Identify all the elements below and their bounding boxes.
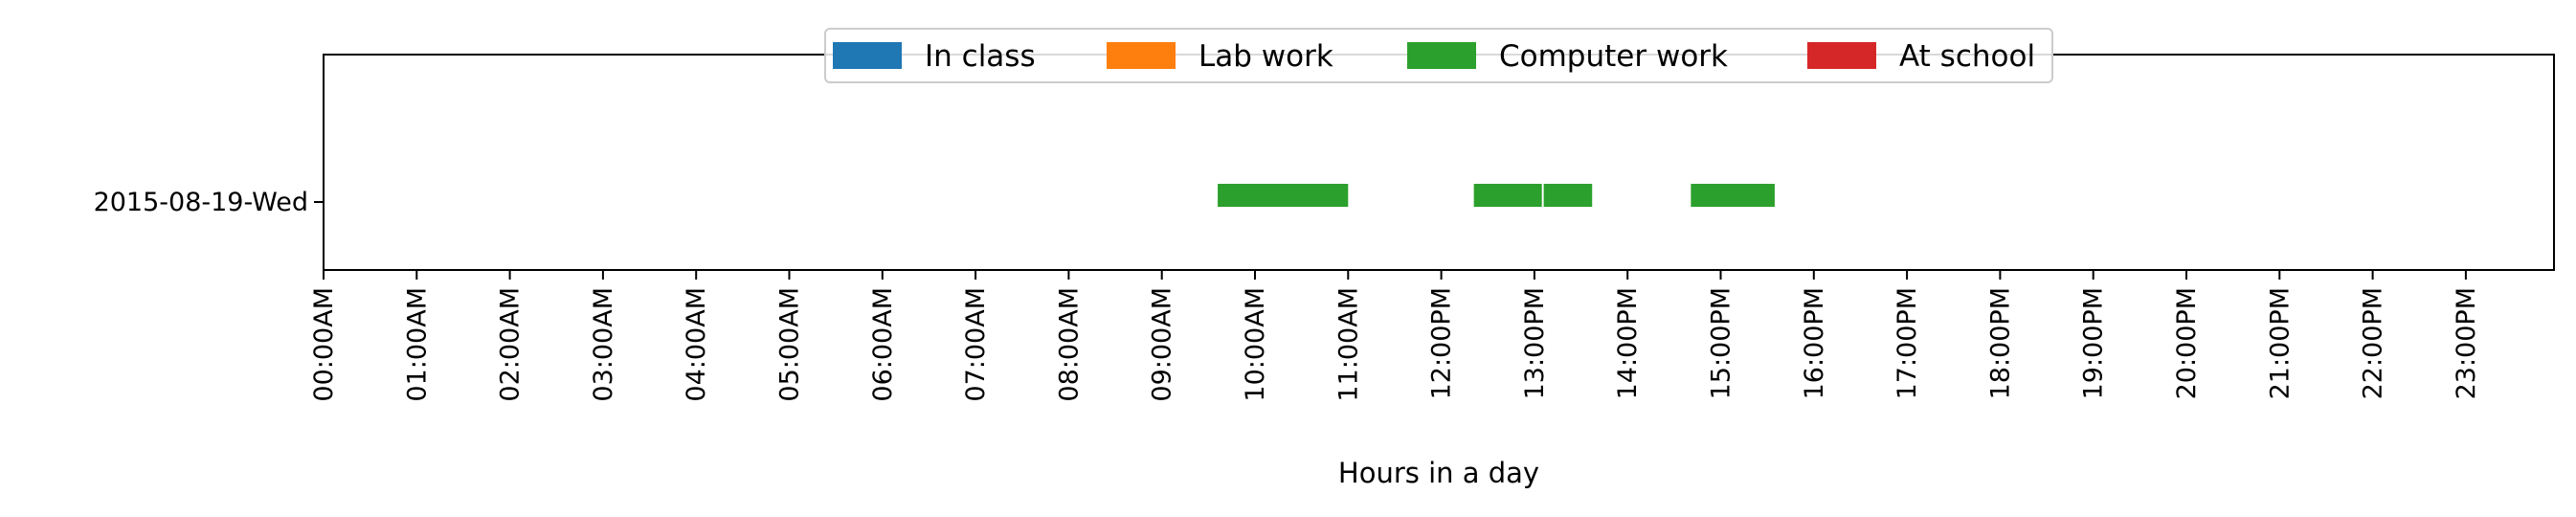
x-tick-label: 03:00AM — [589, 287, 618, 402]
x-tick-label: 17:00PM — [1893, 287, 1922, 399]
x-tick-label: 13:00PM — [1520, 287, 1550, 399]
x-tick-label: 14:00PM — [1613, 287, 1643, 399]
timeline-bar — [1218, 184, 1349, 207]
x-tick-label: 22:00PM — [2359, 287, 2388, 399]
timeline-bar — [1473, 184, 1542, 207]
x-tick-label: 19:00PM — [2079, 287, 2109, 399]
timeline-bar — [1543, 184, 1593, 207]
legend-swatch — [1107, 42, 1176, 69]
x-tick-label: 15:00PM — [1707, 287, 1736, 399]
x-axis: 00:00AM 01:00AM 02:00AM 03:00AM 04:00AM 05:00… — [309, 270, 2481, 402]
timeline-bar — [1691, 184, 1775, 207]
legend-label: Lab work — [1198, 39, 1333, 74]
x-tick-label: 12:00PM — [1427, 287, 1457, 399]
x-tick-label: 10:00AM — [1241, 287, 1270, 402]
x-tick-label: 11:00AM — [1333, 287, 1363, 402]
x-tick-label: 21:00PM — [2265, 287, 2295, 399]
legend-label: In class — [925, 39, 1036, 74]
x-tick-label: 07:00AM — [961, 287, 991, 402]
legend-label: Computer work — [1499, 39, 1728, 74]
x-tick-label: 01:00AM — [402, 287, 432, 402]
x-axis-label: Hours in a day — [1338, 457, 1539, 489]
x-tick-label: 09:00AM — [1148, 287, 1177, 402]
y-axis: 2015-08-19-Wed — [94, 188, 324, 217]
legend-label: At school — [1899, 39, 2035, 74]
x-tick-label: 16:00PM — [1800, 287, 1829, 399]
legend-swatch — [1807, 42, 1876, 69]
x-tick-label: 18:00PM — [1985, 287, 2015, 399]
legend-swatch — [833, 42, 902, 69]
x-tick-label: 02:00AM — [496, 287, 526, 402]
x-tick-label: 08:00AM — [1054, 287, 1084, 402]
x-tick-label: 06:00AM — [868, 287, 898, 402]
x-tick-label: 04:00AM — [682, 287, 711, 402]
bar-layer — [1218, 184, 1775, 207]
x-tick-label: 23:00PM — [2452, 287, 2481, 399]
x-tick-label: 00:00AM — [309, 287, 339, 402]
x-tick-label: 05:00AM — [775, 287, 805, 402]
legend: In class Lab work Computer work At school — [824, 28, 2053, 83]
x-tick-label: 20:00PM — [2172, 287, 2202, 399]
legend-swatch — [1407, 42, 1476, 69]
y-tick-label: 2015-08-19-Wed — [94, 188, 308, 217]
